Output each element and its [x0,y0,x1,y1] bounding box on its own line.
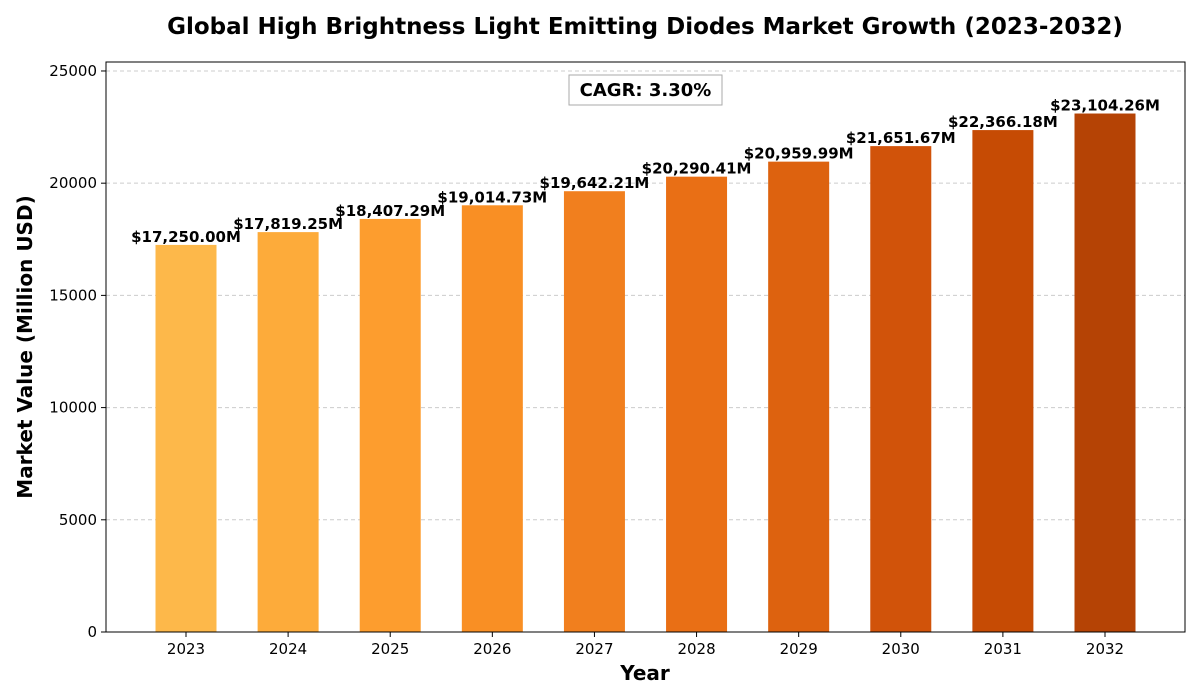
x-tick-label-2031: 2031 [984,640,1022,658]
y-tick-label: 5000 [59,511,97,529]
cagr-annotation-box [568,74,723,106]
bar-2030 [870,146,932,632]
data-label-2023: $17,250.00M [131,228,241,246]
x-tick-label-2027: 2027 [575,640,613,658]
bar-2027 [563,191,625,632]
data-label-2026: $19,014.73M [437,188,547,206]
y-tick-label: 15000 [49,286,97,304]
y-tick-label: 25000 [49,62,97,80]
cagr-annotation-text: CAGR: 3.30% [580,80,712,101]
chart-title: Global High Brightness Light Emitting Di… [167,14,1123,40]
bars [155,113,1136,633]
bar-2028 [666,176,728,632]
y-tick-label: 10000 [49,399,97,417]
bar-2029 [768,161,830,633]
data-label-2024: $17,819.25M [233,215,343,233]
y-tick-label: 0 [87,623,97,641]
x-axis-label: Year [619,661,670,685]
x-tick-label-2030: 2030 [882,640,920,658]
data-label-2028: $20,290.41M [642,160,752,178]
data-label-2030: $21,651.67M [846,129,956,147]
x-tick-label-2025: 2025 [371,640,409,658]
bar-2023 [155,244,217,632]
x-tick-label-2032: 2032 [1086,640,1124,658]
bar-2024 [257,232,319,632]
x-tick-label-2026: 2026 [473,640,511,658]
x-tick-label-2028: 2028 [677,640,715,658]
bar-2026 [461,205,523,632]
x-tick-label-2029: 2029 [780,640,818,658]
y-axis-label: Market Value (Million USD) [13,195,37,498]
x-tick-label-2023: 2023 [167,640,205,658]
bar-2031 [972,130,1034,632]
data-label-2031: $22,366.18M [948,113,1058,131]
axis-ticks: 0 5000 10000 15000 20000 25000 2023 2024 2025 202… [49,62,1124,658]
x-tick-label-2024: 2024 [269,640,307,658]
data-label-2027: $19,642.21M [540,174,650,192]
y-tick-label: 20000 [49,174,97,192]
cagr-annotation: CAGR: 3.30% [568,74,723,106]
data-label-2029: $20,959.99M [744,145,854,163]
bar-2032 [1074,113,1136,633]
data-labels: $17,250.00M$17,819.25M$18,407.29M$19,014… [131,97,1160,246]
bar-2025 [359,218,421,632]
data-label-2032: $23,104.26M [1050,97,1160,115]
data-label-2025: $18,407.29M [335,202,445,220]
plot-area-frame [105,61,1186,633]
